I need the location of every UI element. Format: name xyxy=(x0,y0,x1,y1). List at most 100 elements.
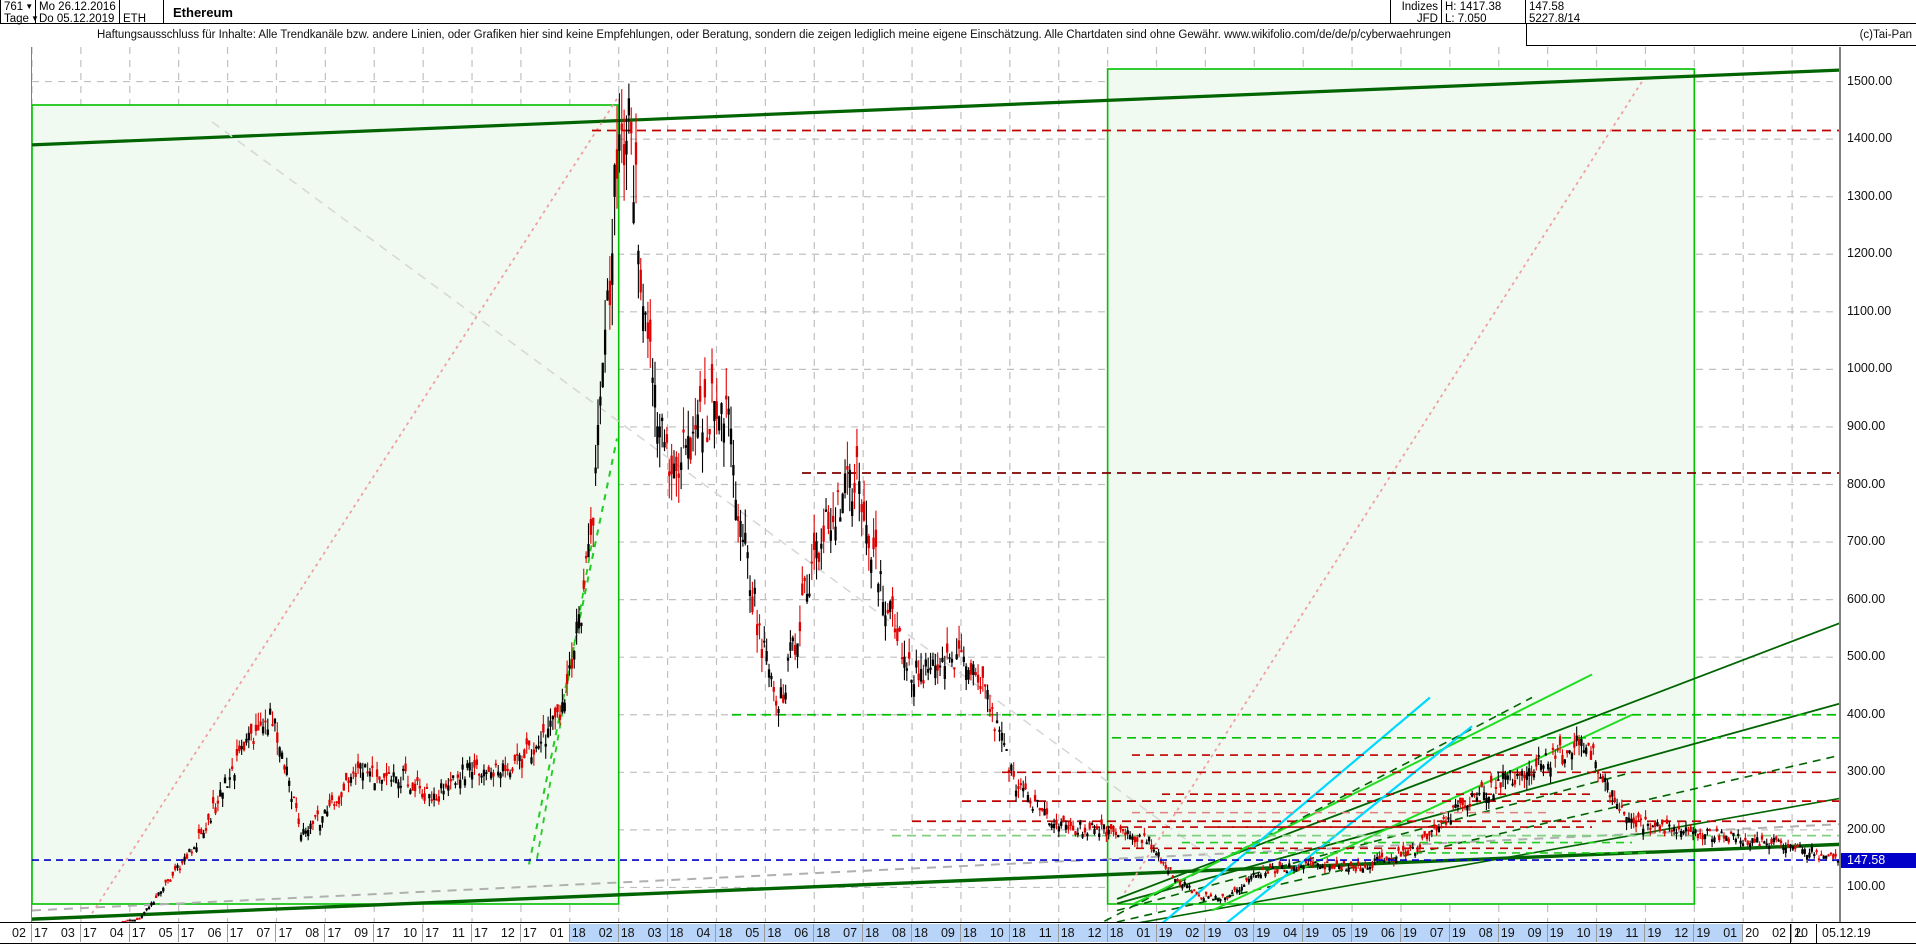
time-tick-label: 05 xyxy=(745,926,760,940)
symbol-value: ETH xyxy=(123,13,146,25)
price-tick-label: 1100.00 xyxy=(1847,303,1892,318)
time-tick-label: 10 xyxy=(989,926,1004,940)
time-tick-year: 18 xyxy=(865,926,880,940)
time-tick-separator xyxy=(471,924,473,942)
time-tick-label: 12 xyxy=(1674,926,1689,940)
time-tick-separator xyxy=(715,924,717,942)
time-tick-label: 01 xyxy=(549,926,564,940)
time-tick-label: 09 xyxy=(354,926,369,940)
period-count-dropdown[interactable]: 761 ▼ xyxy=(4,1,33,13)
time-tick-year: 17 xyxy=(180,926,195,940)
time-tick-year: 18 xyxy=(1060,926,1075,940)
period-count-value: 761 xyxy=(4,1,24,13)
time-tick-separator xyxy=(666,924,668,942)
status-last-date: 05.12.19 xyxy=(1816,924,1916,944)
time-tick-year: 19 xyxy=(1207,926,1222,940)
volume-ratio: 5227.8/14 xyxy=(1529,13,1581,25)
time-tick-separator xyxy=(177,924,179,942)
period-selector-group[interactable]: 761 ▼ Tage ▼ xyxy=(0,0,39,25)
time-tick-separator xyxy=(324,924,326,942)
time-tick-label: 05 xyxy=(1332,926,1346,940)
price-tick-label: 1500.00 xyxy=(1847,73,1893,88)
last-price: 147.58 xyxy=(1529,1,1565,13)
time-axis[interactable]: L 05.12.19 02 17 03 17 04 17 05 17 06 17 07 17 08 17 0… xyxy=(0,922,1916,952)
time-tick-separator xyxy=(1008,924,1010,942)
time-tick-year: 17 xyxy=(278,926,293,940)
time-tick-label: 11 xyxy=(1625,926,1639,940)
time-tick-label: 09 xyxy=(940,926,955,940)
chevron-down-icon: ▼ xyxy=(30,14,39,23)
time-tick-separator xyxy=(1399,924,1401,942)
time-tick-label: 08 xyxy=(305,926,320,940)
data-source-panel: Indizes JFD xyxy=(1390,0,1442,25)
time-tick-label: 07 xyxy=(843,926,858,940)
price-axis[interactable]: 1500.00 1400.00 1300.00 1200.00 1100.00 1000.… xyxy=(1840,47,1916,922)
copyright-cell xyxy=(1526,24,1916,46)
time-tick-label: 01 xyxy=(1723,926,1738,940)
time-tick-separator xyxy=(568,924,570,942)
time-tick-year: 18 xyxy=(767,926,782,940)
time-tick-separator xyxy=(275,924,277,942)
time-tick-separator xyxy=(1791,924,1793,942)
horizontal-levels xyxy=(592,129,1839,854)
time-tick-year: 19 xyxy=(1402,926,1417,940)
time-tick-separator xyxy=(1448,924,1450,942)
time-tick-separator xyxy=(1253,924,1255,942)
time-tick-year: 17 xyxy=(34,926,48,940)
time-tick-label: 03 xyxy=(1234,926,1249,940)
time-tick-year: 18 xyxy=(816,926,831,940)
time-tick-label: 02 xyxy=(12,926,26,940)
time-tick-label: 12 xyxy=(1087,926,1102,940)
time-tick-year: 17 xyxy=(376,926,391,940)
period-low: L: 7.050 xyxy=(1445,13,1487,25)
time-tick-label: 02 xyxy=(1185,926,1200,940)
time-tick-year: 19 xyxy=(1598,926,1613,940)
time-tick-year: 19 xyxy=(1647,926,1662,940)
time-tick-label: 08 xyxy=(1478,926,1493,940)
time-tick-year: 19 xyxy=(1451,926,1466,940)
time-tick-year: 19 xyxy=(1256,926,1271,940)
time-tick-separator xyxy=(862,924,864,942)
date-from: Mo 26.12.2016 xyxy=(39,1,116,13)
time-tick-separator xyxy=(764,924,766,942)
price-tick-label: 500.00 xyxy=(1847,649,1886,664)
time-tick-separator xyxy=(79,924,81,942)
time-tick-label: 03 xyxy=(60,926,75,940)
source-category: Indizes xyxy=(1401,1,1438,13)
instrument-title-bar: Ethereum xyxy=(164,0,1390,24)
time-tick-label: 06 xyxy=(207,926,222,940)
time-tick-label: 04 xyxy=(696,926,711,940)
time-tick-label: 10 xyxy=(1576,926,1591,940)
time-tick-year: 18 xyxy=(571,926,586,940)
time-tick-year: 18 xyxy=(718,926,733,940)
time-tick-label: 06 xyxy=(794,926,809,940)
time-tick-separator xyxy=(373,924,375,942)
time-axis-highlight-band xyxy=(568,924,1743,942)
time-tick-separator xyxy=(31,924,32,942)
price-tick-label: 200.00 xyxy=(1847,821,1886,836)
price-tick-label: 700.00 xyxy=(1847,534,1886,549)
period-unit-dropdown[interactable]: Tage ▼ xyxy=(4,13,39,25)
price-chart-canvas[interactable] xyxy=(31,47,1840,922)
time-tick-label: 02 xyxy=(598,926,613,940)
source-provider: JFD xyxy=(1416,13,1438,25)
time-tick-year: 19 xyxy=(1354,926,1368,940)
time-tick-separator xyxy=(1302,924,1304,942)
time-tick-year: 19 xyxy=(1305,926,1320,940)
chart-svg xyxy=(32,47,1839,922)
symbol-field[interactable]: ETH xyxy=(120,0,164,25)
time-tick-label: 12 xyxy=(500,926,515,940)
date-range-display[interactable]: Mo 26.12.2016 Do 05.12.2019 xyxy=(36,0,120,25)
page-title: Ethereum xyxy=(173,5,233,20)
price-tick-label: 1200.00 xyxy=(1847,246,1893,261)
price-tick-label: 100.00 xyxy=(1847,879,1886,894)
time-tick-separator xyxy=(1742,924,1744,942)
time-tick-label: 09 xyxy=(1527,926,1542,940)
time-tick-year: 19 xyxy=(1158,926,1173,940)
status-flag: L xyxy=(1790,924,1816,944)
time-tick-label: 11 xyxy=(452,926,465,940)
time-tick-year: 17 xyxy=(327,926,342,940)
time-tick-separator xyxy=(617,924,619,942)
price-tick-label: 1400.00 xyxy=(1847,131,1893,146)
